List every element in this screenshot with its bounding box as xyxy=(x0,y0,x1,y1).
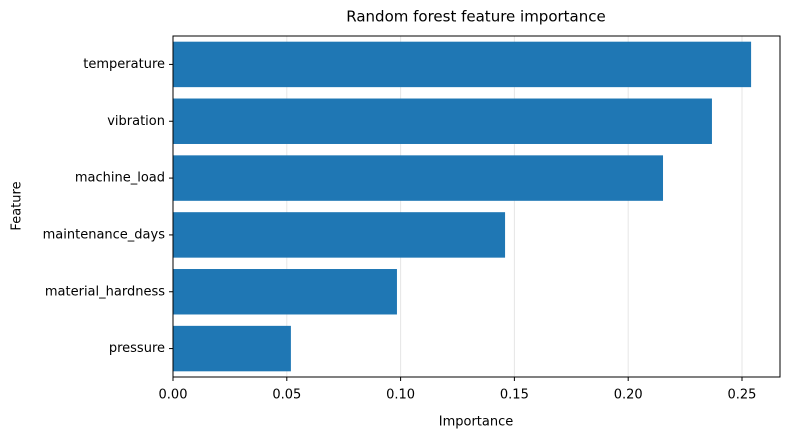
bar xyxy=(173,325,291,372)
y-tick-label: maintenance_days xyxy=(43,227,166,242)
y-tick-label: machine_load xyxy=(75,171,165,186)
x-tick-label: 0.20 xyxy=(614,388,643,403)
y-tick-label: temperature xyxy=(83,57,165,72)
x-tick-label: 0.25 xyxy=(728,388,757,403)
y-tick-label: pressure xyxy=(109,341,165,356)
y-tick-label: vibration xyxy=(107,114,165,129)
x-tick-label: 0.15 xyxy=(500,388,529,403)
x-tick-label: 0.10 xyxy=(386,388,415,403)
bar xyxy=(173,98,712,144)
x-axis-label: Importance xyxy=(439,415,514,430)
x-tick-label: 0.00 xyxy=(159,388,188,403)
x-tick-label: 0.05 xyxy=(272,388,301,403)
plot-frame xyxy=(172,35,781,378)
y-axis-label: Feature xyxy=(10,181,25,230)
bar xyxy=(173,155,664,201)
y-tick-label: material_hardness xyxy=(45,284,165,299)
chart-title: Random forest feature importance xyxy=(346,8,605,26)
bar xyxy=(173,212,506,258)
bar xyxy=(173,269,397,315)
bar xyxy=(173,41,752,88)
